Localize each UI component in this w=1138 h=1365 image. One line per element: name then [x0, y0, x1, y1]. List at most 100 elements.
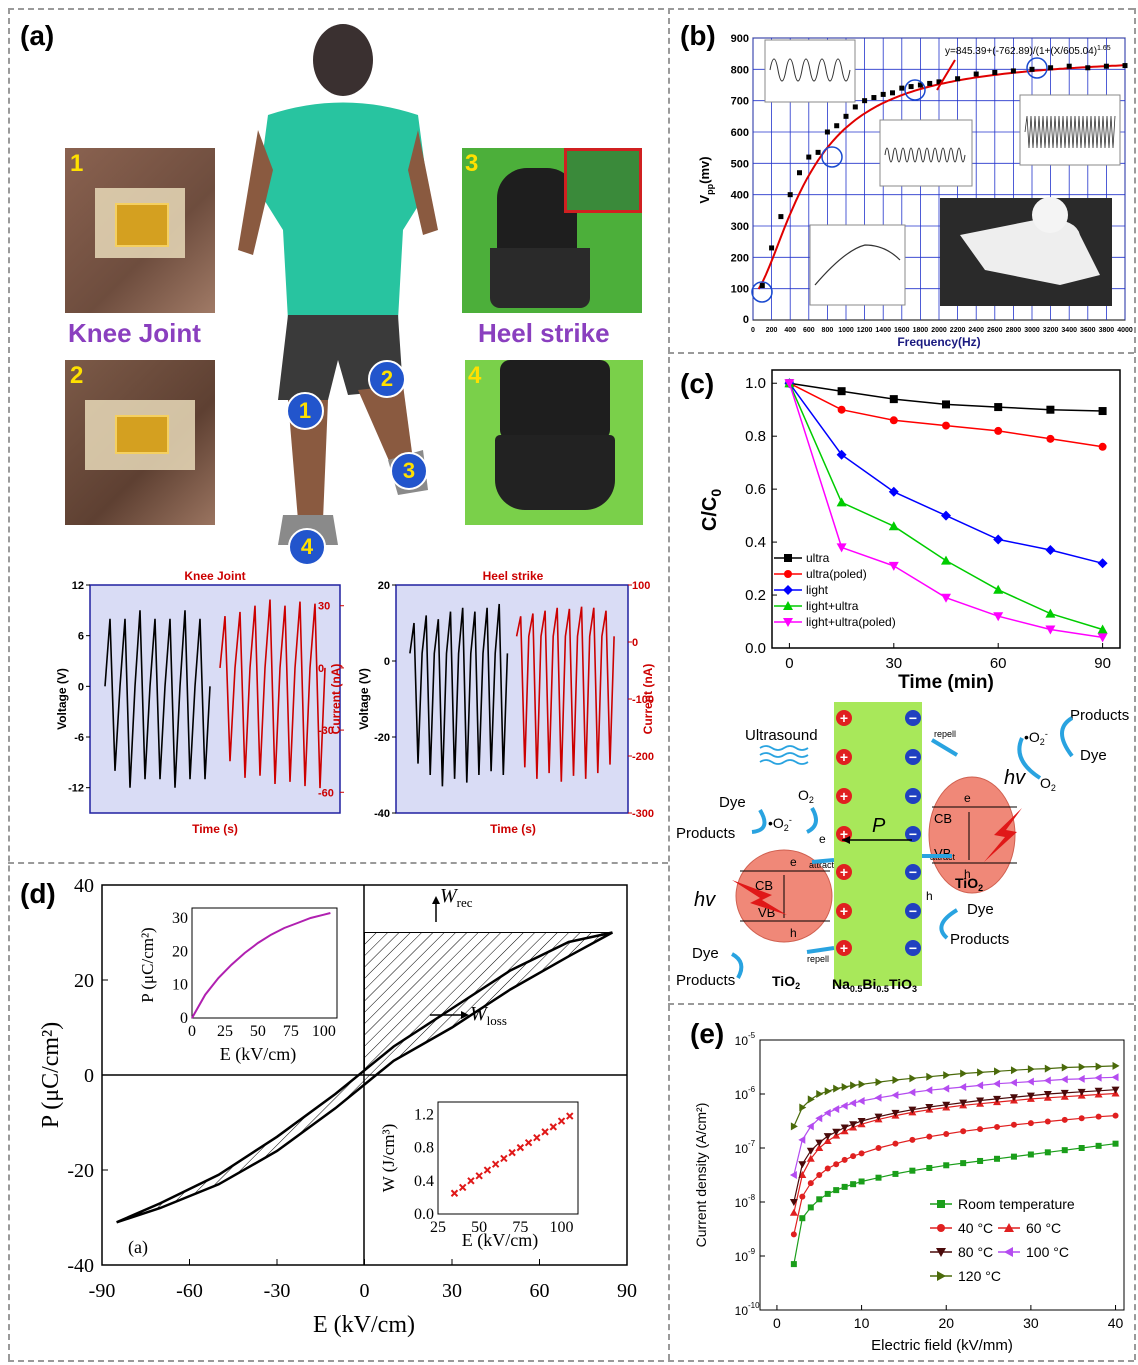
- inset-2-point: [549, 1123, 558, 1131]
- legend-marker: [783, 618, 793, 627]
- plus-sign: +: [840, 826, 848, 842]
- chart-e-point: [1111, 1086, 1120, 1094]
- chart-e-point: [858, 1178, 865, 1185]
- chart-e-point: [849, 1121, 858, 1129]
- plus-charge-icon: [836, 864, 852, 880]
- hv-left: hv: [694, 889, 716, 911]
- chart-b-points: [759, 63, 1128, 289]
- chart-c-point: [784, 379, 795, 389]
- arrow-o2-right: [1017, 737, 1042, 780]
- minus-sign: −: [909, 826, 917, 842]
- chart-c: 0 30 60 90 0.0 0.2 0.4 0.6 0.8 1.0 ultra ultra(pol…: [699, 369, 1121, 693]
- nbt-bi: Bi: [862, 976, 876, 992]
- chart-d-inset-1: 0 25 50 75 100 0 10 20 30 E (kV/cm) P (μC/cm²): [138, 907, 338, 1065]
- inset-ytick: 10: [172, 977, 188, 994]
- xtick-label: 3800: [1099, 327, 1115, 334]
- chart-b-point: [955, 76, 961, 82]
- chart-e-point: [816, 1172, 823, 1178]
- chart-a-knee-current-line: [219, 599, 326, 789]
- chart-a-heel: Heel strike 20 0 -20 -40 100 0 -100 -200 -300 T…: [358, 569, 655, 836]
- chart-e-point: [1112, 1112, 1119, 1119]
- chart-c-point: [1097, 624, 1108, 634]
- divider-left-horizontal: [8, 862, 668, 864]
- inset-b-3-wave: [1024, 115, 1116, 149]
- chart-d-sublabel: (a): [128, 1237, 148, 1258]
- xtick-label: 400: [784, 327, 796, 334]
- chart-b-point: [936, 79, 942, 85]
- photo-title-heel: Heel strike: [478, 318, 610, 348]
- tio2-right-tio: TiO: [955, 875, 978, 891]
- ytick-label: -40: [374, 808, 390, 820]
- chart-e-point: [790, 1231, 797, 1238]
- chart-e-point: [943, 1071, 951, 1080]
- chart-d-inset-1-plot: [191, 907, 338, 1019]
- xtick-label: 0: [785, 655, 793, 672]
- ytick-label: 10: [735, 1196, 749, 1210]
- chart-e-point: [976, 1081, 984, 1090]
- legend-marker: [937, 1224, 945, 1232]
- chart-d-inset-1-ylabel: P (μC/cm²): [138, 927, 157, 1002]
- chart-b-point: [1122, 63, 1128, 69]
- ytick-label: 10: [735, 1304, 749, 1318]
- ytick-label: 0.8: [745, 428, 766, 445]
- chart-e-point: [807, 1180, 814, 1187]
- inset-2-point: [450, 1189, 459, 1197]
- arrow-dye-right-bottom: [939, 908, 959, 940]
- xtick-label: -60: [176, 1280, 203, 1302]
- legend-label: light: [806, 583, 829, 597]
- photo-heel-3: [462, 148, 642, 313]
- panel-label-a: (a): [20, 20, 55, 51]
- nbt-sub2: 0.5: [876, 984, 889, 994]
- xtick-label: 0: [360, 1280, 370, 1302]
- o2-radical-right: •O2-: [1024, 729, 1048, 747]
- chart-d-xlabel: E (kV/cm): [313, 1312, 415, 1338]
- chart-c-point: [1098, 442, 1107, 451]
- chart-e-point: [943, 1162, 950, 1169]
- chart-e-point: [891, 1091, 899, 1100]
- chart-e-point: [841, 1082, 849, 1091]
- minus-charge-icon: [905, 826, 921, 842]
- inset-ytick: 20: [172, 943, 188, 960]
- legend-label: ultra: [806, 551, 830, 565]
- chart-c-point: [993, 612, 1004, 622]
- minus-charge-icon: [905, 788, 921, 804]
- legend-marker: [1004, 1247, 1013, 1257]
- inset-ytick: 0.4: [414, 1173, 434, 1190]
- chart-e-point: [806, 1122, 814, 1131]
- xtick-label: 90: [617, 1280, 637, 1302]
- chart-e-point: [1094, 1087, 1103, 1095]
- chart-e-point: [833, 1084, 841, 1093]
- chart-c-point: [888, 486, 899, 497]
- chart-c-point: [1045, 545, 1056, 556]
- inset-ytick: 30: [172, 910, 188, 927]
- chart-a-knee-title: Knee Joint: [184, 569, 245, 583]
- chart-e-point: [807, 1204, 814, 1211]
- chart-e-point: [1010, 1153, 1017, 1160]
- chart-c-series: [784, 378, 1108, 643]
- chart-b-point: [927, 80, 933, 86]
- ytick-exponent: -10: [748, 1301, 760, 1310]
- inset-b-photo-film: [960, 219, 1100, 285]
- chart-d-wloss-arrowhead: [461, 1011, 469, 1019]
- body-marker-4-label: 4: [300, 534, 314, 559]
- arrow-attract-left: [811, 858, 835, 864]
- chart-b-point: [1066, 63, 1072, 69]
- chart-c-point: [889, 395, 898, 404]
- chart-e-point: [816, 1196, 823, 1203]
- xtick-label: -90: [89, 1280, 116, 1302]
- panel-label-d: (d): [20, 878, 56, 909]
- minus-sign: −: [909, 749, 917, 765]
- chart-e-point: [833, 1187, 840, 1194]
- inset-2-point: [557, 1117, 566, 1125]
- ytick-label: 500: [731, 158, 749, 170]
- chart-d-wloss-sub: loss: [487, 1013, 507, 1028]
- ytick-right-label: 100: [632, 580, 650, 592]
- chart-d-inset-1-ticks: 0 25 50 75 100 0 10 20 30: [172, 910, 336, 1040]
- chart-e-point: [798, 1135, 806, 1144]
- minus-charge-icon: [905, 903, 921, 919]
- inset-2-point: [516, 1143, 525, 1152]
- plus-charge-icon: [836, 788, 852, 804]
- o2-radical-left-sup: -: [789, 815, 792, 825]
